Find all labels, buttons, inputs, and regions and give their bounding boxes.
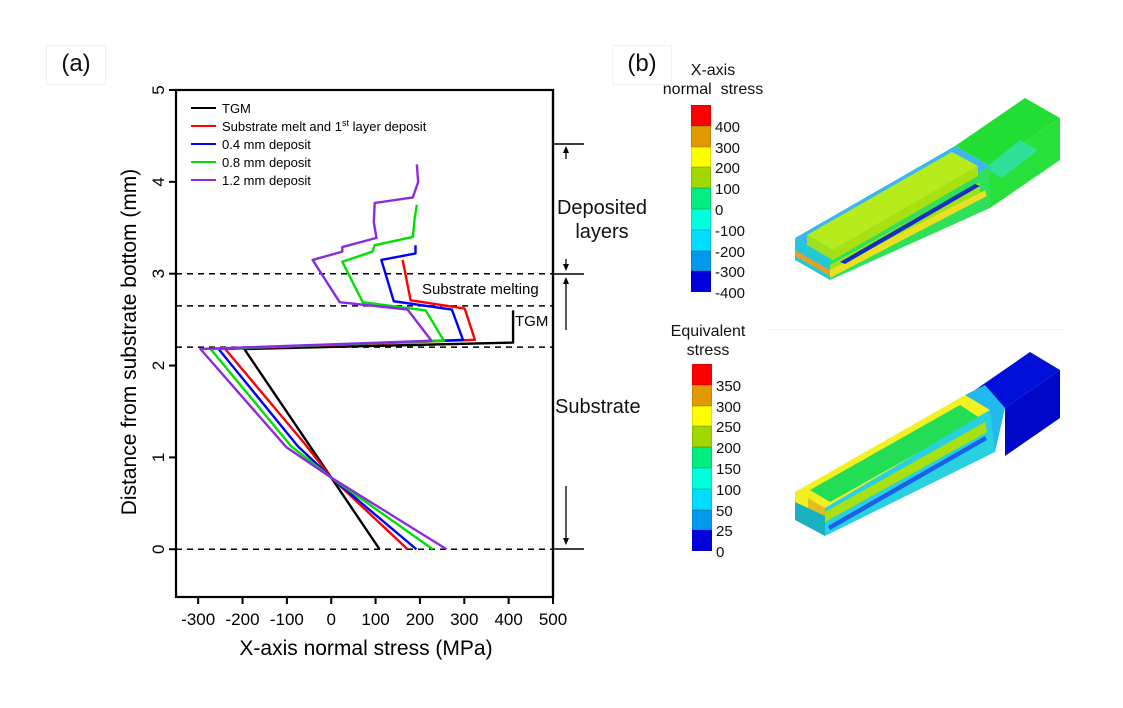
x-tick-label: 500 [539, 610, 567, 629]
y-tick-label: 0 [149, 545, 168, 554]
arrow-up-icon [563, 146, 569, 153]
legend-item-1-2mm: 1.2 mm deposit [191, 173, 311, 188]
model-side-face [990, 118, 1060, 208]
colorbar-tick-label: 50 [716, 502, 733, 520]
colorbar-tick-label: 300 [716, 398, 742, 416]
y-tick-label: 1 [149, 453, 168, 462]
legend-label: 1.2 mm deposit [222, 173, 311, 188]
y-axis-label: Distance from substrate bottom (mm) [118, 169, 141, 516]
stress-distance-chart: -300 -200 -100 0 100 200 300 400 500 0 1 2 3 4 5 X-ax… [118, 85, 584, 660]
colorbar-tick-label: 250 [716, 419, 742, 437]
x-axis-label: X-axis normal stress (MPa) [239, 637, 492, 660]
colorbar-tick-label: 200 [715, 160, 741, 178]
x-tick-label: 400 [494, 610, 522, 629]
arrow-down-icon [563, 264, 569, 271]
series-line-4 [199, 164, 448, 551]
y-tick-label: 4 [149, 177, 168, 186]
legend-label: Substrate melt and 1st layer deposit [222, 118, 427, 134]
colorbar-tick-label: 0 [715, 202, 724, 219]
series-line-2 [217, 245, 465, 551]
colorbar-tick-label: 0 [716, 544, 725, 562]
colorbar-tick-label: 25 [716, 523, 733, 541]
colorbar-tick-label: -400 [715, 285, 746, 303]
panel-b-label: (b) [612, 45, 672, 85]
colorbar-tick-label: -200 [715, 243, 746, 261]
fem-model-x-stress [795, 98, 1060, 280]
colorbar-cell [692, 488, 712, 510]
legend-label: TGM [222, 101, 251, 116]
legend-item-0-8mm: 0.8 mm deposit [191, 155, 311, 170]
x-tick-label: -200 [226, 610, 260, 629]
layers-text: layers [575, 221, 629, 243]
colorbar-tick-label: 150 [716, 461, 742, 478]
colorbar-cell [691, 271, 711, 293]
colorbar-cell [692, 426, 712, 448]
x-axis-ticks: -300 -200 -100 0 100 200 300 400 500 [181, 597, 567, 629]
colorbar-tick-label: 400 [715, 118, 741, 136]
legend-label: 0.4 mm deposit [222, 137, 311, 152]
bracket-substrate [553, 277, 584, 550]
colorbar-tick-label: 300 [715, 139, 741, 157]
annotation-deposited-layers: Deposited layers [552, 196, 652, 244]
colorbar-x-axis-normal-stress [691, 105, 711, 293]
deposited-text: Deposited [556, 197, 648, 219]
colorbar-tick-label: -100 [715, 222, 746, 240]
annotation-substrate: Substrate [555, 396, 641, 418]
colorbar-1-title: X-axis normal stress [662, 62, 764, 98]
series-layer [199, 164, 515, 551]
x-tick-label: 0 [327, 610, 336, 629]
arrow-up-icon [563, 277, 569, 284]
colorbar-cell [692, 364, 712, 385]
y-tick-label: 3 [149, 269, 168, 278]
colorbar-tick-label: 100 [715, 181, 741, 199]
legend-item-tgm: TGM [191, 101, 251, 116]
model-top-face [955, 98, 1060, 166]
colorbar-cell [691, 188, 711, 209]
y-tick-label: 5 [149, 85, 168, 94]
y-axis-ticks: 0 1 2 3 4 5 [149, 85, 176, 554]
panel-a-label: (a) [46, 45, 106, 85]
colorbar-equivalent-stress [692, 364, 712, 552]
colorbar-cell [691, 105, 711, 126]
fem-model-equivalent-stress [795, 352, 1060, 536]
separator [770, 329, 1066, 330]
x-tick-label: 100 [361, 610, 389, 629]
colorbar-tick-label: 200 [716, 440, 742, 458]
colorbar-cell [691, 250, 711, 272]
x-tick-label: -300 [181, 610, 215, 629]
colorbar-cell [692, 467, 712, 489]
colorbar-cell [692, 530, 712, 552]
x-tick-label: 300 [450, 610, 478, 629]
annotation-substrate-melting: Substrate melting [422, 281, 539, 298]
colorbar-cell [691, 167, 711, 189]
colorbar-cell [692, 384, 712, 406]
legend: TGM Substrate melt and 1st layer deposit… [191, 101, 427, 188]
y-tick-label: 2 [149, 361, 168, 370]
x-tick-label: -100 [270, 610, 304, 629]
legend-item-substrate-melt: Substrate melt and 1st layer deposit [191, 118, 427, 134]
x-tick-label: 200 [406, 610, 434, 629]
arrow-down-icon [563, 538, 569, 545]
colorbar-tick-label: 100 [716, 481, 742, 499]
colorbar-cell [691, 125, 711, 147]
colorbar-cell [692, 509, 712, 531]
colorbar-cell [691, 146, 711, 168]
series-line-3 [209, 204, 446, 551]
colorbar-tick-label: 350 [716, 377, 742, 395]
annotation-tgm: TGM [515, 313, 548, 330]
colorbar-cell [691, 229, 711, 251]
colorbar-cell [691, 208, 711, 230]
bracket-deposited-layers [553, 143, 584, 275]
colorbar-cell [692, 447, 712, 468]
colorbar-2-title: Equivalent stress [670, 323, 746, 359]
legend-item-0-4mm: 0.4 mm deposit [191, 137, 311, 152]
colorbar-cell [692, 405, 712, 427]
legend-label: 0.8 mm deposit [222, 155, 311, 170]
colorbar-tick-label: -300 [715, 264, 746, 282]
